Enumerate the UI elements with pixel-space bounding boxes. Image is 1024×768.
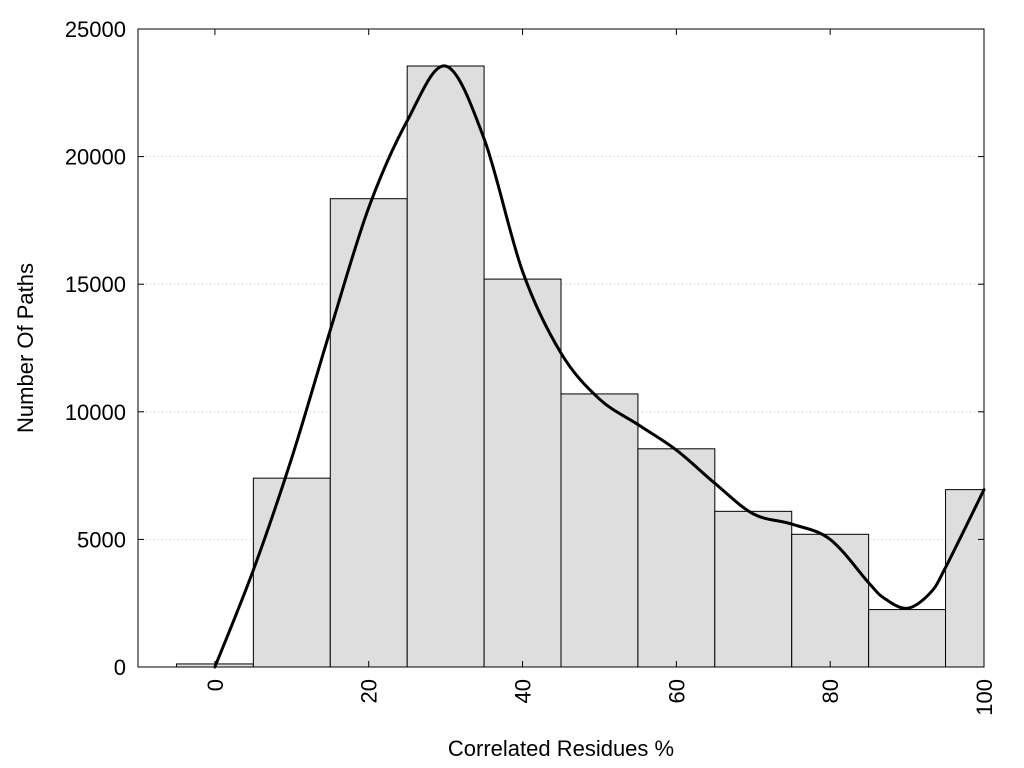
y-tick-label-0: 0 (114, 655, 126, 680)
histogram-bar-100 (945, 489, 985, 668)
histogram-bar-20 (329, 198, 408, 668)
histogram-bar-40 (483, 278, 562, 668)
y-tick-label-5000: 5000 (77, 527, 126, 552)
x-tick-label-0: 0 (203, 679, 228, 691)
histogram-bar-90 (868, 609, 947, 668)
y-axis: 0 5000 10000 15000 20000 25000 (65, 17, 984, 680)
y-tick-label-20000: 20000 (65, 145, 126, 170)
x-tick-label-40: 40 (511, 679, 536, 703)
x-tick-label-20: 20 (357, 679, 382, 703)
y-tick-label-25000: 25000 (65, 17, 126, 42)
x-tick-label-60: 60 (664, 679, 689, 703)
x-tick-label-100: 100 (972, 679, 997, 716)
x-tick-label-80: 80 (818, 679, 843, 703)
histogram-bar-30 (406, 65, 485, 668)
y-tick-label-10000: 10000 (65, 400, 126, 425)
x-axis-title: Correlated Residues % (448, 736, 674, 761)
histogram-bar-10 (252, 477, 331, 668)
y-axis-title: Number Of Paths (13, 263, 38, 433)
y-tick-label-15000: 15000 (65, 272, 126, 297)
x-axis: 0 20 40 60 80 100 (203, 29, 997, 716)
histogram-bar-80 (791, 533, 870, 668)
density-curve-layer (213, 64, 986, 669)
histogram-bars (175, 65, 985, 668)
histogram-bar-60 (637, 448, 716, 668)
plot-frame (137, 28, 985, 668)
histogram-bar-50 (560, 393, 639, 668)
histogram-bar-70 (714, 510, 793, 668)
density-curve (213, 64, 986, 669)
